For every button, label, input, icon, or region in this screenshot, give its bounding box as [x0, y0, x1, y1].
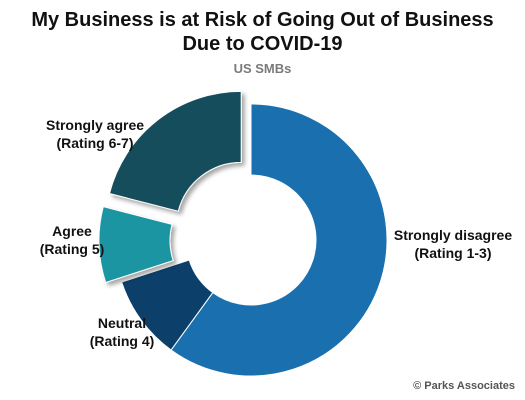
label-strongly-disagree: Strongly disagree (Rating 1-3)	[394, 227, 512, 261]
slice-strongly-agree	[108, 90, 242, 212]
chart-subtitle: US SMBs	[233, 61, 292, 76]
slice-neutral	[121, 259, 214, 351]
slice-strongly-disagree	[170, 103, 388, 377]
chart-title-line-2: Due to COVID-19	[182, 33, 343, 55]
label-neutral: Neutral (Rating 4)	[90, 315, 155, 349]
chart-title: My Business is at Risk of Going Out of B…	[0, 8, 525, 56]
copyright-text: © Parks Associates	[413, 380, 515, 392]
label-strongly-agree: Strongly agree (Rating 6-7)	[46, 117, 144, 151]
label-agree: Agree (Rating 5)	[40, 223, 105, 257]
slice-agree	[98, 206, 174, 284]
chart-title-line-1: My Business is at Risk of Going Out of B…	[31, 9, 494, 31]
